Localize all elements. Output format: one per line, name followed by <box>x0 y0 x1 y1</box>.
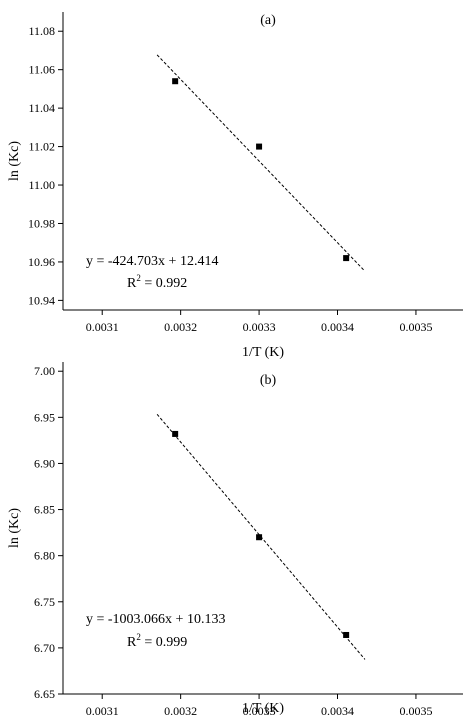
panel-a-x-tick-label: 0.0035 <box>399 320 432 334</box>
panel-a-y-tick-label: 11.04 <box>28 101 55 115</box>
panel-b-x-tick-label: 0.0032 <box>164 704 197 718</box>
panel-a-equation: y = -424.703x + 12.414 <box>86 254 218 269</box>
panel-b-x-tick-label: 0.0033 <box>243 704 276 718</box>
panel-b-y-tick-label: 6.70 <box>34 641 55 655</box>
panel-b-label: (b) <box>260 373 277 388</box>
panel-a-y-tick-label: 11.02 <box>28 140 55 154</box>
panel-b-y-tick-label: 6.80 <box>34 549 55 563</box>
panel-a-x-tick-label: 0.0031 <box>86 320 119 334</box>
panel-b-y-tick-label: 6.90 <box>34 456 55 470</box>
panel-b-y-tick-label: 6.85 <box>34 503 55 517</box>
panel-a-data-point <box>256 143 263 150</box>
panel-b-y-tick-label: 6.95 <box>34 410 55 424</box>
panel-b-equation: y = -1003.066x + 10.133 <box>86 612 225 627</box>
panel-b-data-point <box>256 534 263 541</box>
panel-a-x-axis-label: 1/T (K) <box>242 345 284 360</box>
panel-b-y-tick-label: 7.00 <box>34 364 55 378</box>
panel-a-y-tick-label: 11.00 <box>28 178 55 192</box>
panel-b-y-tick-label: 6.65 <box>34 687 55 701</box>
panel-a-y-axis-label: ln (Kc) <box>7 141 22 181</box>
panel-a-y-tick-label: 11.06 <box>28 63 55 77</box>
panel-b-x-tick-label: 0.0035 <box>399 704 432 718</box>
panel-b-x-tick-label: 0.0031 <box>86 704 119 718</box>
panel-b-x-axis-label: 1/T (K) <box>242 701 284 716</box>
panel-b-y-tick-label: 6.75 <box>34 595 55 609</box>
panel-a-fit-line <box>156 54 366 272</box>
panel-b-data-point <box>172 430 179 437</box>
panel-a-y-tick-label: 10.96 <box>28 255 55 269</box>
panel-b-r-squared: R2 = 0.999 <box>127 632 187 650</box>
panel-a-y-tick-label: 10.98 <box>28 216 55 230</box>
panel-a-y-tick-label: 11.08 <box>28 24 55 38</box>
panel-a-x-tick-label: 0.0033 <box>243 320 276 334</box>
panel-a-x-tick-label: 0.0032 <box>164 320 197 334</box>
panel-a-r-squared: R2 = 0.992 <box>127 273 187 291</box>
panel-a-y-tick-label: 10.94 <box>28 293 55 307</box>
panel-b-y-axis-label: ln (Kc) <box>7 508 22 548</box>
panel-a-data-point <box>343 255 350 262</box>
panel-a-x-tick-label: 0.0034 <box>321 320 354 334</box>
panel-b-x-tick-label: 0.0034 <box>321 704 354 718</box>
panel-a-data-point <box>172 78 179 85</box>
panel-b-data-point <box>343 631 350 638</box>
panel-a-label: (a) <box>260 13 276 28</box>
